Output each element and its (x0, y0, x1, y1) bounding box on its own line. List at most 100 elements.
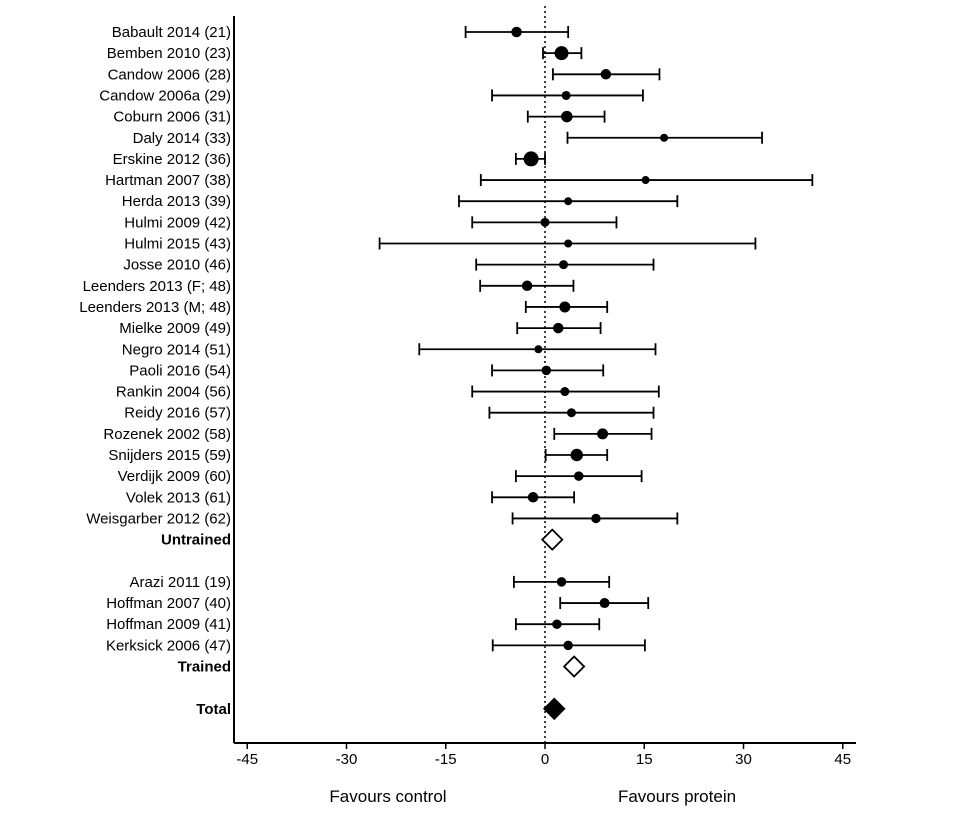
axes-layer: -45 -30 -15 0 15 30 45 (233, 6, 856, 768)
summary-diamond (562, 655, 586, 678)
point-estimate (521, 280, 533, 292)
study-row: Herda 2013 (39) (122, 193, 679, 210)
study-label: Kerksick 2006 (47) (106, 637, 231, 654)
x-caption-right: Favours protein (618, 787, 736, 806)
subtotal-row: Total (196, 697, 566, 721)
study-row: Paoli 2016 (54) (129, 362, 605, 379)
summary-diamond (542, 697, 566, 721)
study-label: Snijders 2015 (59) (108, 447, 231, 464)
point-estimate (556, 577, 567, 587)
subtotal-row: Untrained (161, 528, 564, 551)
study-row: Daly 2014 (33) (133, 130, 763, 147)
rows-layer: Babault 2014 (21) Bemben 2010 (23) Candow … (79, 24, 814, 721)
study-row: Coburn 2006 (31) (113, 109, 606, 126)
point-estimate (600, 69, 612, 80)
study-row: Volek 2013 (61) (126, 489, 576, 506)
study-row: Rankin 2004 (56) (116, 384, 660, 401)
point-estimate (527, 492, 539, 503)
study-row: Kerksick 2006 (47) (106, 637, 646, 654)
point-estimate (573, 471, 584, 481)
study-label: Mielke 2009 (49) (119, 320, 231, 337)
study-label: Hartman 2007 (38) (105, 172, 231, 189)
study-label: Leenders 2013 (M; 48) (79, 299, 231, 316)
x-tick-label: -30 (336, 751, 358, 768)
study-row: Hoffman 2009 (41) (106, 616, 601, 633)
study-row: Snijders 2015 (59) (108, 447, 609, 464)
point-estimate (560, 387, 570, 397)
point-estimate (552, 619, 562, 629)
study-label: Paoli 2016 (54) (129, 362, 231, 379)
subtotal-label: Total (196, 701, 231, 718)
study-row: Weisgarber 2012 (62) (86, 510, 679, 527)
study-label: Coburn 2006 (31) (113, 109, 231, 126)
study-row: Candow 2006 (28) (108, 66, 661, 83)
x-tick-label: 45 (834, 751, 851, 768)
subtotal-label: Untrained (161, 532, 231, 549)
study-label: Verdijk 2009 (60) (118, 468, 231, 485)
study-label: Volek 2013 (61) (126, 489, 231, 506)
study-label: Bemben 2010 (23) (107, 45, 231, 62)
study-row: Babault 2014 (21) (112, 24, 570, 41)
study-label: Negro 2014 (51) (122, 341, 231, 358)
point-estimate (523, 151, 539, 167)
x-tick-label: 30 (735, 751, 752, 768)
study-label: Daly 2014 (33) (133, 130, 231, 147)
study-label: Babault 2014 (21) (112, 24, 231, 41)
study-label: Josse 2010 (46) (123, 257, 231, 274)
x-tick-label: -15 (435, 751, 457, 768)
study-label: Rankin 2004 (56) (116, 384, 231, 401)
point-estimate (570, 448, 584, 462)
study-row: Josse 2010 (46) (123, 257, 655, 274)
subtotal-label: Trained (178, 659, 231, 676)
point-estimate (563, 640, 573, 651)
subtotal-row: Trained (178, 655, 586, 678)
study-label: Candow 2006a (29) (99, 87, 231, 104)
study-label: Herda 2013 (39) (122, 193, 231, 210)
study-label: Candow 2006 (28) (108, 66, 231, 83)
point-estimate (540, 217, 550, 227)
point-estimate (511, 26, 522, 38)
study-row: Leenders 2013 (M; 48) (79, 299, 609, 316)
study-label: Reidy 2016 (57) (124, 405, 231, 422)
x-caption-left: Favours control (329, 787, 446, 806)
study-row: Leenders 2013 (F; 48) (83, 278, 575, 295)
x-tick-label: -45 (236, 751, 258, 768)
point-estimate (559, 260, 569, 270)
study-row: Verdijk 2009 (60) (118, 468, 643, 485)
study-row: Bemben 2010 (23) (107, 45, 583, 62)
point-estimate (554, 46, 569, 61)
study-label: Erskine 2012 (36) (113, 151, 231, 168)
study-label: Hoffman 2009 (41) (106, 616, 231, 633)
point-estimate (660, 133, 669, 142)
study-row: Hulmi 2009 (42) (124, 214, 618, 231)
study-row: Arazi 2011 (19) (130, 574, 611, 591)
point-estimate (599, 598, 610, 609)
study-label: Arazi 2011 (19) (130, 574, 231, 591)
point-estimate (534, 345, 543, 354)
point-estimate (564, 197, 573, 206)
x-tick-label: 15 (636, 751, 653, 768)
point-estimate (541, 365, 552, 376)
study-row: Reidy 2016 (57) (124, 405, 655, 422)
point-estimate (566, 408, 576, 418)
point-estimate (561, 110, 573, 123)
study-row: Negro 2014 (51) (122, 341, 657, 358)
x-tick-label: 0 (541, 751, 549, 768)
study-label: Rozenek 2002 (58) (103, 426, 231, 443)
study-label: Hoffman 2007 (40) (106, 595, 231, 612)
point-estimate (641, 176, 650, 185)
point-estimate (597, 428, 609, 440)
study-row: Mielke 2009 (49) (119, 320, 602, 337)
study-label: Weisgarber 2012 (62) (86, 510, 231, 527)
point-estimate (561, 90, 571, 100)
point-estimate (564, 239, 573, 248)
point-estimate (591, 513, 601, 524)
study-row: Hoffman 2007 (40) (106, 595, 650, 612)
summary-diamond (541, 528, 564, 551)
study-row: Hulmi 2015 (43) (124, 236, 757, 253)
study-label: Leenders 2013 (F; 48) (83, 278, 231, 295)
study-row: Erskine 2012 (36) (113, 151, 546, 168)
point-estimate (559, 301, 571, 313)
study-label: Hulmi 2015 (43) (124, 236, 231, 253)
point-estimate (552, 322, 564, 334)
